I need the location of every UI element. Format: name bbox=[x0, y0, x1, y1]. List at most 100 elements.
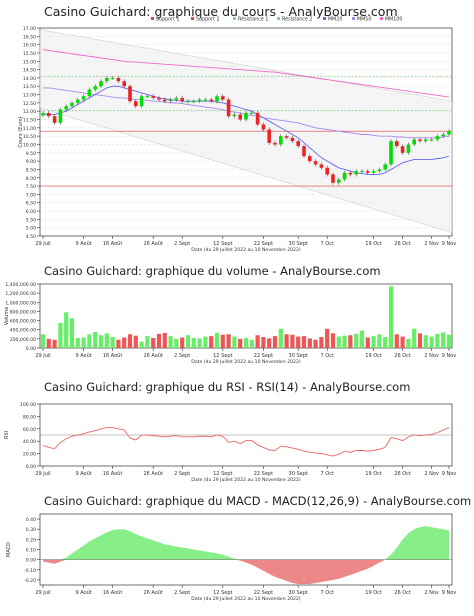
volume-bar bbox=[151, 337, 156, 348]
volume-bar bbox=[226, 334, 231, 348]
y-tick-label: 800,000.00 bbox=[10, 309, 36, 315]
volume-panel: Casino Guichard: graphique du volume - A… bbox=[0, 262, 474, 378]
candle-body bbox=[244, 112, 248, 120]
plot-area bbox=[39, 513, 453, 586]
volume-bar bbox=[214, 332, 220, 348]
candle-body bbox=[389, 141, 393, 165]
volume-bar bbox=[272, 336, 278, 348]
volume-bar bbox=[87, 334, 92, 348]
candle-body bbox=[186, 101, 190, 103]
x-tick-label: 30 Sept bbox=[289, 590, 308, 596]
y-tick-label: 11.00 bbox=[23, 126, 36, 132]
volume-bar bbox=[255, 335, 260, 348]
candle-body bbox=[412, 139, 416, 145]
legend-swatch bbox=[191, 17, 194, 20]
volume-bar bbox=[394, 334, 399, 348]
x-tick-label: 26 Août bbox=[143, 589, 163, 596]
candle-body bbox=[261, 124, 266, 130]
volume-bar bbox=[110, 337, 115, 348]
candle-body bbox=[151, 96, 155, 98]
volume-bar bbox=[40, 334, 46, 348]
legend-label: MM50 bbox=[357, 17, 371, 23]
y-tick-label: 400,000.00 bbox=[10, 328, 36, 334]
candle-body bbox=[331, 174, 335, 183]
x-tick-label: 2 Nov bbox=[424, 590, 439, 596]
y-tick-label: 7.50 bbox=[26, 184, 36, 190]
candle-body bbox=[174, 97, 179, 100]
y-tick-label: 12.00 bbox=[23, 109, 36, 115]
y-tick-label: 600,000.00 bbox=[10, 319, 36, 325]
candle-body bbox=[157, 97, 161, 100]
x-tick-label: 16 Août bbox=[103, 470, 123, 477]
candle-body bbox=[203, 99, 208, 101]
candle-body bbox=[279, 136, 283, 145]
candle-body bbox=[400, 146, 405, 153]
volume-bar bbox=[342, 335, 347, 348]
candle-body bbox=[377, 169, 382, 172]
candle-body bbox=[371, 171, 376, 173]
y-tick-label: 0.00 bbox=[26, 558, 36, 564]
y-tick-label: 5.50 bbox=[26, 217, 36, 223]
y-tick-label: 10.50 bbox=[23, 134, 36, 140]
legend-swatch bbox=[151, 17, 154, 20]
x-axis-caption: Date (du 29 Juillet 2022 au 10 Novembre … bbox=[191, 359, 301, 365]
volume-bar bbox=[441, 332, 446, 348]
macd-chart: 0.40 0.30 0.20 0.10 0.00 -0.10 -0.20 29 Juil 9 A… bbox=[6, 513, 457, 602]
volume-bar bbox=[52, 339, 57, 348]
x-tick-label: 30 Sept bbox=[289, 353, 308, 359]
volume-bar bbox=[330, 333, 336, 348]
x-tick-label: 9 Nov bbox=[442, 590, 457, 596]
volume-bar bbox=[319, 337, 324, 348]
candle-body bbox=[145, 96, 150, 98]
volume-bar bbox=[359, 330, 365, 348]
x-tick-label: 7 Oct bbox=[320, 590, 333, 596]
x-tick-label: 12 Sept bbox=[213, 590, 232, 596]
legend-swatch bbox=[352, 17, 355, 20]
y-tick-label: 1,400,000.00 bbox=[5, 282, 36, 288]
volume-bar bbox=[162, 332, 167, 348]
legend-swatch bbox=[323, 17, 326, 20]
x-tick-label: 26 Août bbox=[143, 240, 163, 247]
y-tick-label: 0.20 bbox=[26, 537, 36, 543]
candle-body bbox=[302, 146, 306, 157]
volume-bar bbox=[93, 332, 98, 348]
x-tick-label: 29 Juil bbox=[35, 590, 50, 596]
candle-body bbox=[325, 167, 329, 175]
x-tick-label: 12 Sept bbox=[213, 241, 232, 247]
volume-bar bbox=[220, 334, 225, 348]
candle-body bbox=[70, 102, 74, 107]
y-tick-label: -0.20 bbox=[24, 578, 36, 584]
candle-body bbox=[134, 101, 138, 107]
y-tick-label: 9.50 bbox=[26, 151, 36, 157]
macd-negative-area bbox=[43, 559, 449, 584]
candle-body bbox=[81, 96, 86, 100]
candle-body bbox=[197, 99, 202, 102]
y-tick-label: 100.00 bbox=[20, 402, 36, 408]
x-tick-label: 9 Août bbox=[75, 240, 91, 247]
y-tick-label: 0.40 bbox=[26, 517, 36, 523]
candle-body bbox=[168, 99, 173, 102]
y-tick-label: 7.00 bbox=[26, 192, 36, 198]
y-tick-label: 14.00 bbox=[23, 76, 36, 82]
candle-body bbox=[58, 109, 63, 123]
candle-body bbox=[360, 171, 364, 173]
y-tick-label: 0.00 bbox=[26, 464, 36, 470]
y-tick-label: 5.00 bbox=[26, 226, 36, 232]
y-tick-label: 16.00 bbox=[23, 43, 36, 49]
candle-body bbox=[52, 116, 57, 123]
y-tick-label: 200,000.00 bbox=[10, 337, 36, 343]
candle-body bbox=[441, 134, 445, 137]
y-tick-label: 8.00 bbox=[26, 176, 36, 182]
x-tick-label: 9 Août bbox=[75, 352, 91, 359]
mm100-line bbox=[42, 49, 450, 98]
x-tick-label: 26 Août bbox=[143, 470, 163, 477]
y-axis-label: MACD bbox=[6, 542, 12, 557]
x-tick-label: 22 Sept bbox=[254, 241, 273, 247]
y-tick-label: 80.00 bbox=[23, 414, 36, 420]
volume-bar bbox=[429, 336, 434, 348]
y-tick-label: 13.00 bbox=[23, 93, 36, 99]
x-tick-label: 2 Nov bbox=[424, 471, 439, 477]
volume-bar bbox=[243, 337, 249, 348]
x-axis-caption: Date (du 29 Juillet 2022 au 10 Novembre … bbox=[191, 477, 301, 483]
candle-body bbox=[250, 112, 254, 114]
